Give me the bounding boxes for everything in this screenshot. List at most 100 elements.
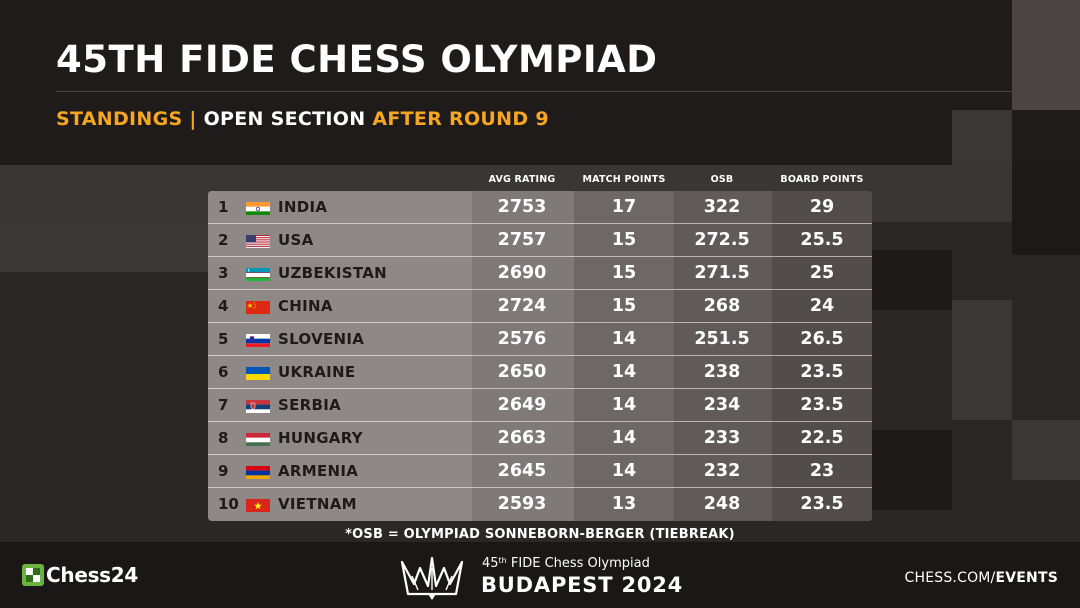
- avg-rating-cell: 2690: [497, 263, 547, 283]
- slovenia-flag-icon: [246, 333, 270, 347]
- avg-rating-cell: 2663: [497, 428, 547, 448]
- chess24-wordmark: Chess24: [46, 563, 139, 587]
- osb-cell: 322: [703, 197, 741, 217]
- rank-cell: 8: [218, 429, 229, 447]
- background-tile: [1012, 165, 1080, 255]
- header-background: [0, 0, 1080, 165]
- rank-cell: 4: [218, 297, 229, 315]
- subtitle-section: OPEN SECTION: [203, 108, 366, 130]
- column-header-osb: OSB: [710, 174, 734, 185]
- table-row: 1 INDIA 2753 17 322 29: [208, 191, 872, 224]
- match-points-cell: 14: [611, 461, 637, 481]
- rank-cell: 2: [218, 231, 229, 249]
- match-points-cell: 14: [611, 395, 637, 415]
- osb-cell: 272.5: [694, 230, 750, 250]
- avg-rating-cell: 2724: [497, 296, 547, 316]
- board-points-cell: 23.5: [800, 395, 844, 415]
- board-points-cell: 22.5: [800, 428, 844, 448]
- osb-footnote: *OSB = OLYMPIAD SONNEBORN-BERGER (TIEBRE…: [345, 527, 735, 542]
- country-cell: INDIA: [278, 198, 328, 216]
- background-tile: [872, 430, 952, 510]
- chesscom-events-link[interactable]: CHESS.COM/EVENTS: [905, 570, 1058, 586]
- background-tile: [952, 300, 1012, 420]
- country-cell: SERBIA: [278, 396, 342, 414]
- table-row: 2 USA 2757 15 272.5 25.5: [208, 224, 872, 257]
- board-points-cell: 23.5: [800, 494, 844, 514]
- subtitle-standings: STANDINGS |: [56, 108, 197, 130]
- rank-cell: 10: [218, 495, 239, 513]
- country-cell: ARMENIA: [278, 462, 359, 480]
- country-cell: UKRAINE: [278, 363, 356, 381]
- match-points-cell: 14: [611, 428, 637, 448]
- match-points-cell: 14: [611, 329, 637, 349]
- background-tile: [872, 250, 952, 310]
- avg-rating-cell: 2757: [497, 230, 547, 250]
- table-column-background: [772, 191, 872, 521]
- country-cell: USA: [278, 231, 314, 249]
- title-divider: [56, 91, 1041, 92]
- rank-cell: 6: [218, 363, 229, 381]
- table-column-background: [472, 191, 574, 521]
- background-tile: [952, 110, 1012, 165]
- match-points-cell: 15: [611, 296, 637, 316]
- event-subtitle: 45th FIDE Chess Olympiad: [482, 556, 650, 571]
- avg-rating-cell: 2593: [497, 494, 547, 514]
- background-tile: [0, 222, 208, 272]
- avg-rating-cell: 2576: [497, 329, 547, 349]
- event-ordinal-suffix: th: [498, 556, 507, 565]
- standings-table-body: 1 INDIA 2753 17 322 29 2 USA 2757 15 272.5 25.5 3 UZB…: [208, 191, 872, 521]
- event-label: FIDE Chess Olympiad: [506, 556, 650, 571]
- board-points-cell: 23.5: [800, 362, 844, 382]
- table-row: 5 SLOVENIA 2576 14 251.5 26.5: [208, 323, 872, 356]
- olympiad-crown-logo-icon: [398, 554, 466, 600]
- vietnam-flag-icon: [246, 498, 270, 512]
- subtitle-round: AFTER ROUND 9: [372, 108, 549, 130]
- india-flag-icon: [246, 201, 270, 215]
- rank-cell: 1: [218, 198, 229, 216]
- china-flag-icon: [246, 300, 270, 314]
- footer-background: [0, 542, 1080, 608]
- page-subtitle: STANDINGS | OPEN SECTION AFTER ROUND 9: [56, 108, 549, 130]
- avg-rating-cell: 2645: [497, 461, 547, 481]
- usa-flag-icon: [246, 234, 270, 248]
- uzbekistan-flag-icon: [246, 267, 270, 281]
- chess24-logo: Chess24: [22, 563, 138, 587]
- column-header-match-points: MATCH POINTS: [582, 174, 666, 185]
- country-cell: HUNGARY: [278, 429, 363, 447]
- board-points-cell: 26.5: [800, 329, 844, 349]
- country-cell: CHINA: [278, 297, 333, 315]
- table-row: 10 VIETNAM 2593 13 248 23.5: [208, 488, 872, 521]
- osb-cell: 234: [703, 395, 741, 415]
- match-points-cell: 13: [611, 494, 637, 514]
- osb-cell: 248: [703, 494, 741, 514]
- osb-cell: 233: [703, 428, 741, 448]
- osb-cell: 232: [703, 461, 741, 481]
- event-name: BUDAPEST 2024: [481, 573, 684, 597]
- table-column-background: [674, 191, 772, 521]
- match-points-cell: 15: [611, 263, 637, 283]
- country-cell: VIETNAM: [278, 495, 357, 513]
- event-ordinal: 45: [482, 556, 499, 571]
- country-cell: UZBEKISTAN: [278, 264, 387, 282]
- table-row: 7 SERBIA 2649 14 234 23.5: [208, 389, 872, 422]
- page-title: 45TH FIDE CHESS OLYMPIAD: [56, 38, 658, 81]
- table-column-background: [574, 191, 674, 521]
- osb-cell: 238: [703, 362, 741, 382]
- rank-cell: 5: [218, 330, 229, 348]
- board-points-cell: 25: [809, 263, 835, 283]
- table-row: 3 UZBEKISTAN 2690 15 271.5 25: [208, 257, 872, 290]
- avg-rating-cell: 2650: [497, 362, 547, 382]
- match-points-cell: 14: [611, 362, 637, 382]
- country-cell: SLOVENIA: [278, 330, 365, 348]
- background-tile: [1012, 0, 1080, 110]
- chess24-logo-icon: [22, 564, 44, 586]
- background-tile: [1012, 420, 1080, 480]
- column-header-board-points: BOARD POINTS: [780, 174, 864, 185]
- match-points-cell: 15: [611, 230, 637, 250]
- board-points-cell: 29: [809, 197, 835, 217]
- osb-cell: 251.5: [694, 329, 750, 349]
- avg-rating-cell: 2649: [497, 395, 547, 415]
- rank-cell: 7: [218, 396, 229, 414]
- table-row: 9 ARMENIA 2645 14 232 23: [208, 455, 872, 488]
- table-row: 6 UKRAINE 2650 14 238 23.5: [208, 356, 872, 389]
